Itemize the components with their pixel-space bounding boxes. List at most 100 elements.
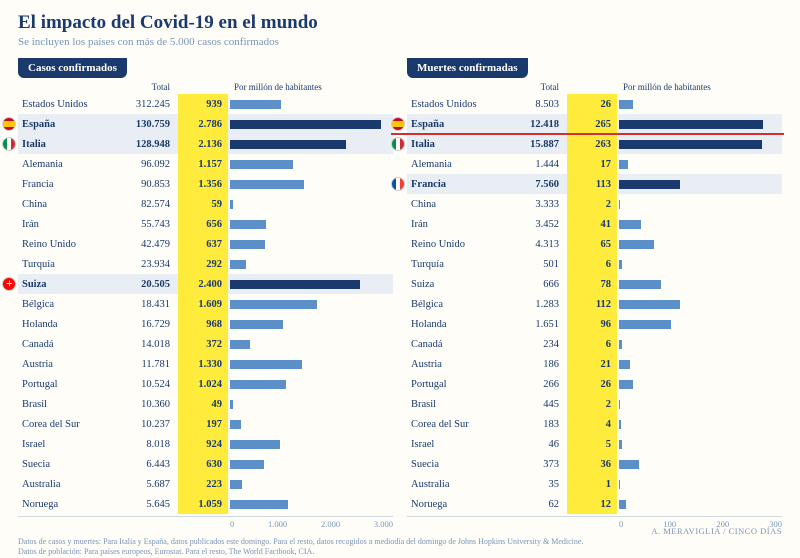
country-name: España: [18, 119, 118, 130]
bar-cell: [617, 274, 782, 294]
table-row: Canadá2346: [407, 334, 782, 354]
country-name: Australia: [18, 479, 118, 490]
bar-cell: [228, 314, 393, 334]
total-value: 3.452: [507, 219, 567, 230]
bar: [619, 220, 641, 229]
table-row: Turquía23.934292: [18, 254, 393, 274]
permil-value: 26: [567, 94, 617, 114]
total-value: 55.743: [118, 219, 178, 230]
table-row: Corea del Sur1834: [407, 414, 782, 434]
table-row: Israel8.018924: [18, 434, 393, 454]
table-row: China3.3332: [407, 194, 782, 214]
bar-cell: [617, 294, 782, 314]
panel: Muertes confirmadas TotalPor millón de ha…: [407, 58, 782, 529]
bar-cell: [228, 434, 393, 454]
flag-icon: [2, 277, 16, 291]
country-name: Brasil: [18, 399, 118, 410]
col-total: Total: [118, 82, 178, 92]
permil-value: 6: [567, 254, 617, 274]
bar-cell: [617, 114, 782, 134]
bar: [619, 480, 620, 489]
bar-cell: [228, 474, 393, 494]
permil-value: 924: [178, 434, 228, 454]
country-name: Bélgica: [18, 299, 118, 310]
bar: [619, 460, 639, 469]
bar-cell: [228, 174, 393, 194]
bar-cell: [617, 334, 782, 354]
total-value: 20.505: [118, 279, 178, 290]
total-value: 96.092: [118, 159, 178, 170]
permil-value: 637: [178, 234, 228, 254]
bar-cell: [228, 134, 393, 154]
bar-cell: [617, 194, 782, 214]
total-value: 12.418: [507, 119, 567, 130]
permil-value: 4: [567, 414, 617, 434]
table-row: Suecia6.443630: [18, 454, 393, 474]
permil-value: 263: [567, 134, 617, 154]
bar-cell: [617, 214, 782, 234]
bar-cell: [617, 154, 782, 174]
total-value: 18.431: [118, 299, 178, 310]
bar: [619, 420, 621, 429]
panel-header: Muertes confirmadas: [407, 58, 528, 78]
total-value: 23.934: [118, 259, 178, 270]
bar: [230, 120, 381, 129]
permil-value: 968: [178, 314, 228, 334]
permil-value: 2.786: [178, 114, 228, 134]
bar-cell: [228, 234, 393, 254]
bar: [230, 160, 293, 169]
total-value: 11.781: [118, 359, 178, 370]
rows: Estados Unidos8.50326España12.418265Ital…: [407, 94, 782, 514]
table-row: Francia90.8531.356: [18, 174, 393, 194]
bar-cell: [228, 274, 393, 294]
table-row: Brasil4452: [407, 394, 782, 414]
bar-cell: [617, 414, 782, 434]
country-name: Irán: [407, 219, 507, 230]
bar: [230, 340, 250, 349]
bar: [619, 160, 628, 169]
table-row: Israel465: [407, 434, 782, 454]
country-name: Irán: [18, 219, 118, 230]
permil-value: 96: [567, 314, 617, 334]
bar: [230, 300, 317, 309]
column-headers: TotalPor millón de habitantes: [407, 82, 782, 92]
country-name: Israel: [18, 439, 118, 450]
country-name: España: [407, 119, 507, 130]
total-value: 4.313: [507, 239, 567, 250]
table-row: Alemania96.0921.157: [18, 154, 393, 174]
permil-value: 65: [567, 234, 617, 254]
total-value: 1.651: [507, 319, 567, 330]
table-row: Estados Unidos312.245939: [18, 94, 393, 114]
footer-line-2: Datos de población: Para países europeos…: [18, 547, 782, 557]
permil-value: 78: [567, 274, 617, 294]
table-row: China82.57459: [18, 194, 393, 214]
total-value: 10.360: [118, 399, 178, 410]
table-row: Brasil10.36049: [18, 394, 393, 414]
bar-cell: [228, 414, 393, 434]
table-row: Suiza20.5052.400: [18, 274, 393, 294]
bar-cell: [228, 454, 393, 474]
country-name: Bélgica: [407, 299, 507, 310]
panels-container: Casos confirmadosTotalPor millón de habi…: [18, 58, 782, 529]
flag-icon: [391, 177, 405, 191]
total-value: 5.687: [118, 479, 178, 490]
permil-value: 12: [567, 494, 617, 514]
bar: [230, 400, 233, 409]
bar-cell: [617, 174, 782, 194]
country-name: Estados Unidos: [18, 99, 118, 110]
table-row: Canadá14.018372: [18, 334, 393, 354]
bar: [619, 360, 630, 369]
country-name: Suecia: [18, 459, 118, 470]
bar: [230, 200, 233, 209]
bar: [230, 220, 266, 229]
country-name: Suecia: [407, 459, 507, 470]
permil-value: 2: [567, 194, 617, 214]
country-name: Noruega: [407, 499, 507, 510]
table-row: Francia7.560113: [407, 174, 782, 194]
bar-cell: [228, 254, 393, 274]
total-value: 312.245: [118, 99, 178, 110]
total-value: 266: [507, 379, 567, 390]
bar-cell: [228, 114, 393, 134]
table-row: Portugal10.5241.024: [18, 374, 393, 394]
col-permil: Por millón de habitantes: [617, 82, 782, 92]
